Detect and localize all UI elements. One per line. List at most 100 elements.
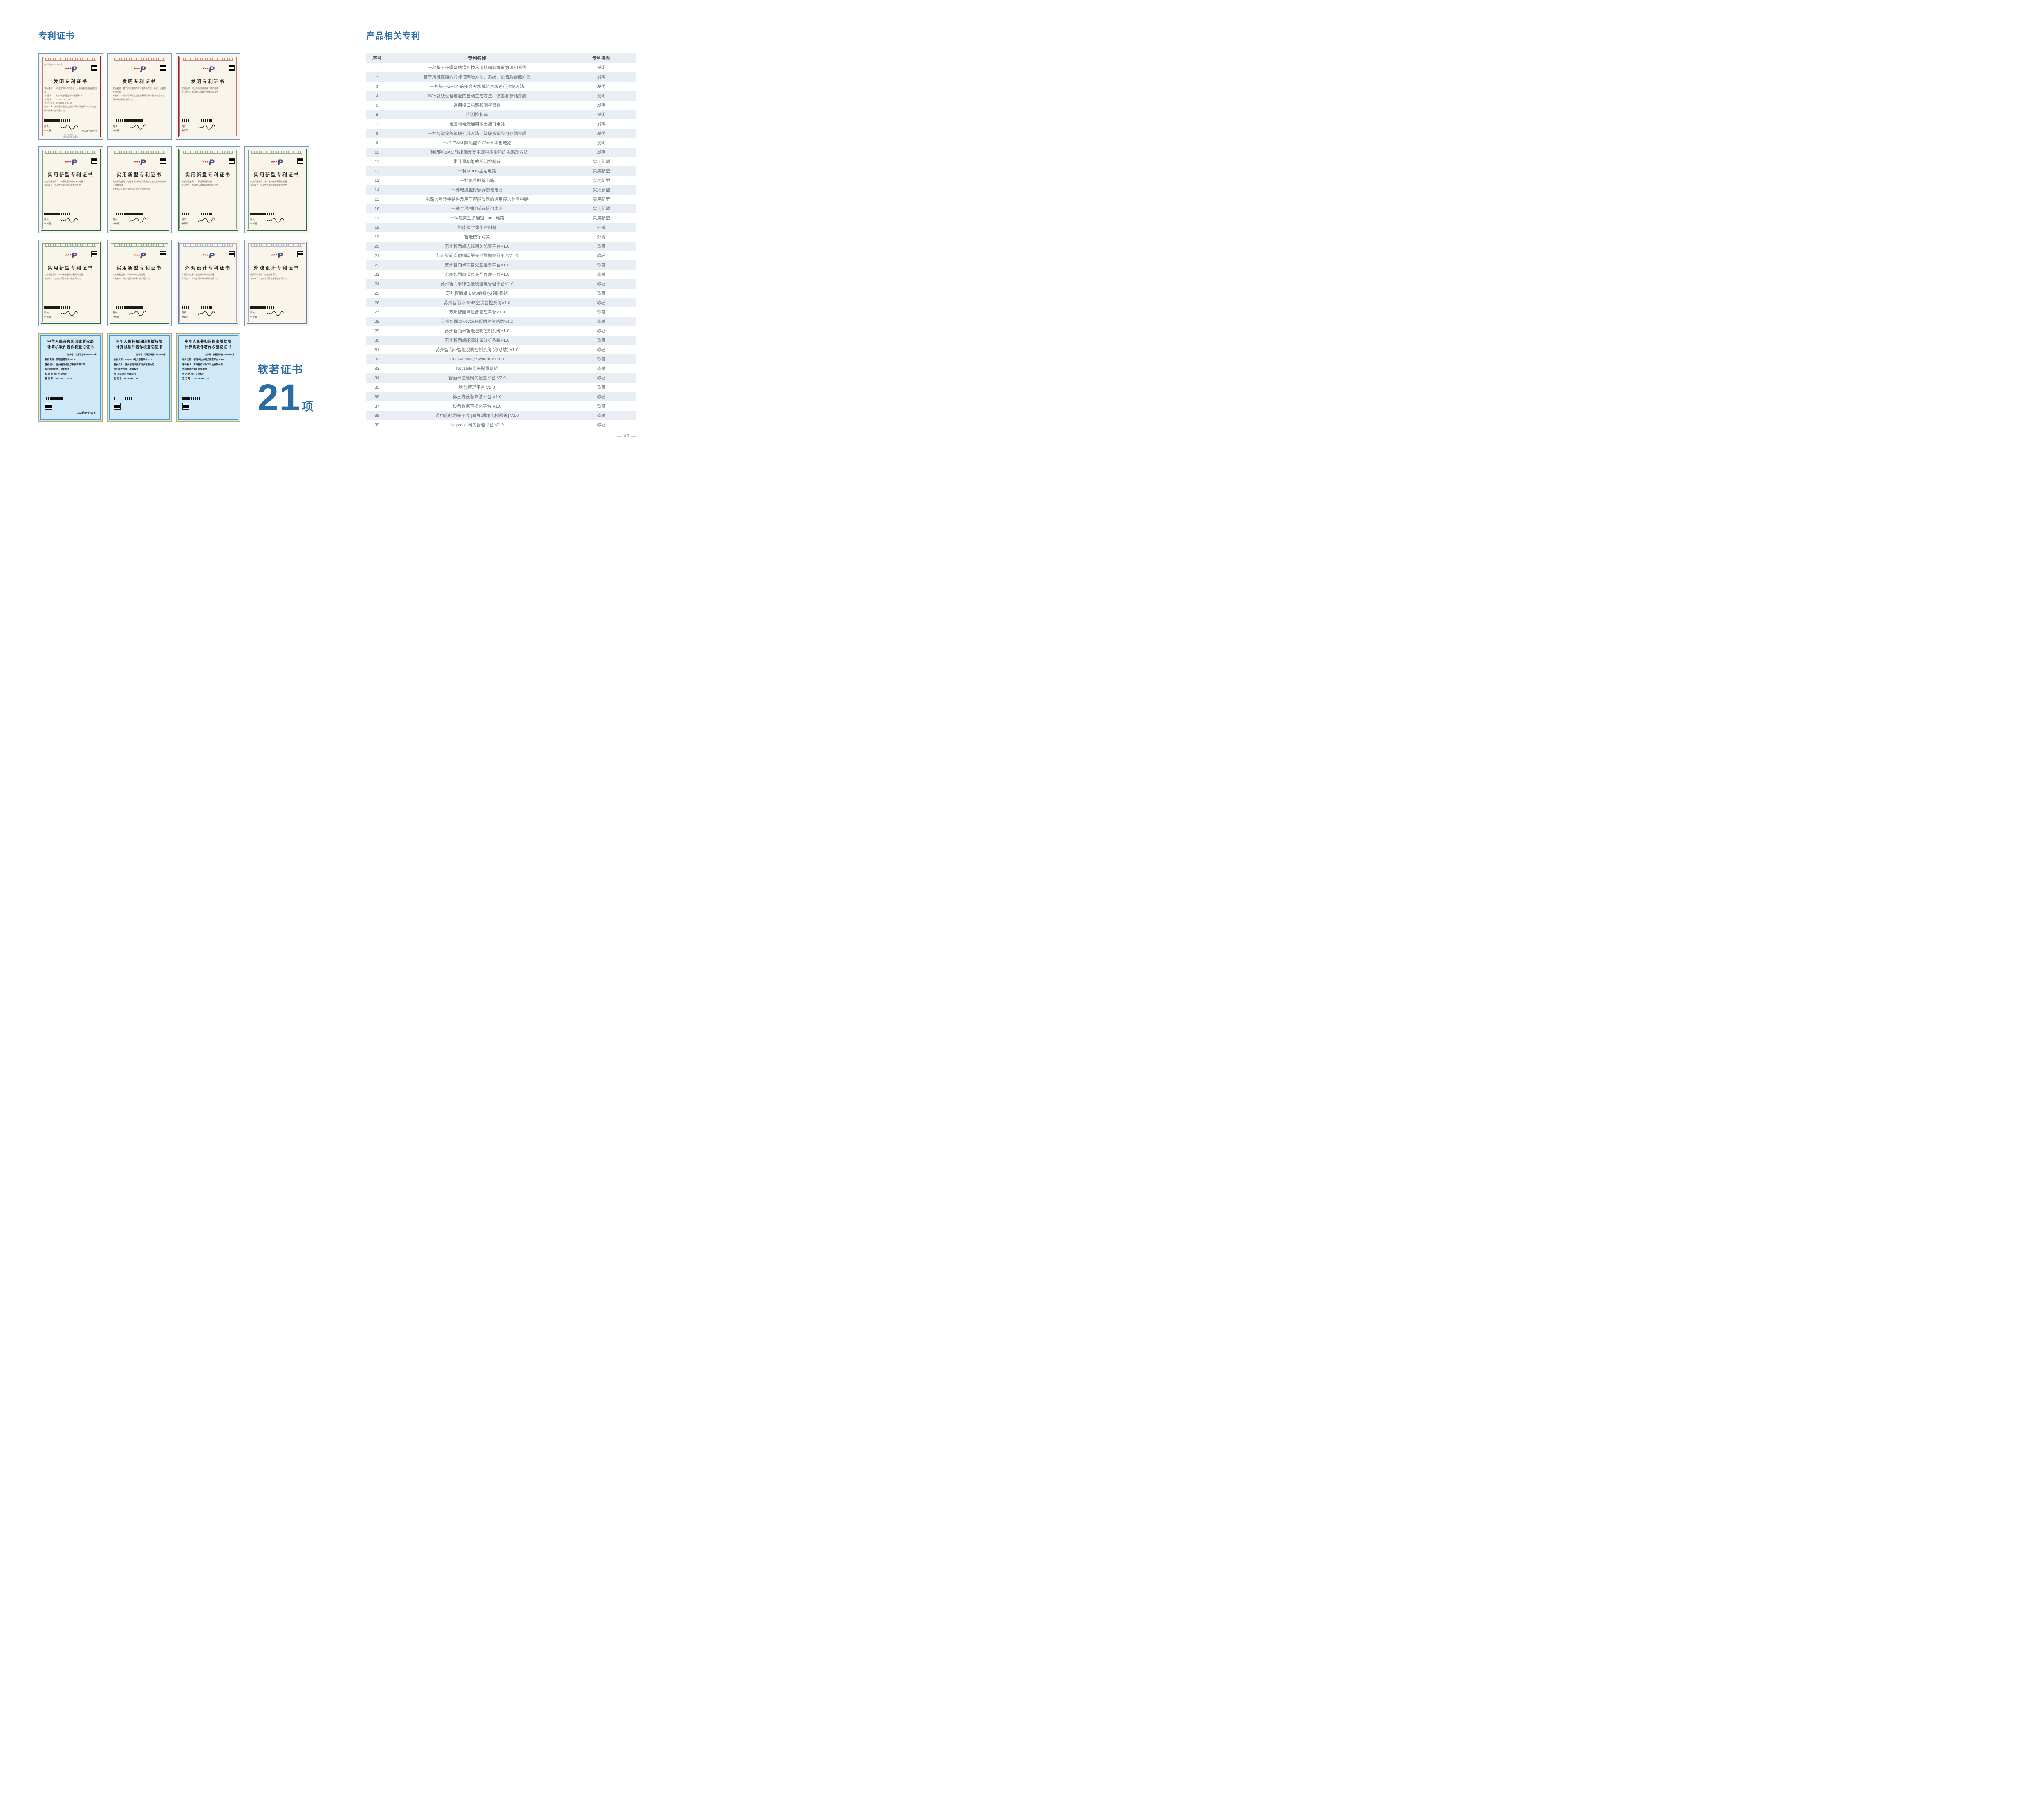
patent-type-cell: 软著: [597, 404, 606, 409]
patent-type-cell: 软著: [597, 357, 606, 362]
certificate-ornament-band: [183, 151, 233, 154]
patent-index-cell: 2: [376, 74, 378, 80]
barcode-icon: [44, 119, 74, 122]
table-row: 37 设备数据可视化平台 V1.0 软著: [366, 401, 636, 411]
patent-type-cell: 软著: [597, 338, 606, 343]
cnipa-logo-icon: ★★★P: [133, 65, 146, 74]
patent-type-cell: 发明: [597, 103, 606, 108]
patent-index-cell: 25: [374, 291, 379, 296]
signature-mark-icon: [198, 124, 215, 130]
patent-index-cell: 1: [376, 65, 378, 70]
table-row: 9 一种 PWM 隔离型 0-20mA 输出电路 发明: [366, 138, 636, 148]
signer-title: 局长: [250, 312, 255, 315]
certificate-number: 证书号：软著登字第15865015号: [67, 354, 97, 356]
signer-name: 申长雨: [44, 129, 51, 132]
patent-name-cell: 苏州智而卓绿色低碳建筑管理平台V1.0: [440, 282, 514, 287]
table-row: 19 智能楼宇网关 外观: [366, 232, 636, 242]
signer-title: 局长: [182, 312, 186, 315]
patent-type-cell: 外观: [597, 235, 606, 240]
barcode-icon: [250, 213, 280, 215]
certificate-ornament-band: [45, 244, 96, 247]
patent-name-cell: 苏州智而卓边缘网关配置平台V1.0: [444, 244, 510, 249]
cnipa-logo-icon: ★★★P: [271, 252, 283, 260]
certificate-number: 证书号：软著登字第15863449号: [204, 354, 234, 356]
patent-certificate-thumbnail: ★★★P 实用新型专利证书 实用新型名称：带计量功能的照明控制器 专利权人：苏州智…: [244, 146, 309, 233]
patent-type-cell: 软著: [597, 347, 606, 352]
table-row: 23 苏州智而卓项目交互管理平台V1.0 软著: [366, 270, 636, 279]
certificate-fields: 实用新型名称：一种信号解析电路 专利权人：苏州智而卓数字科技有限公司: [182, 181, 219, 187]
barcode-icon: [250, 306, 280, 309]
patent-name-cell: 电压与电流通用输出接口电路: [449, 122, 505, 127]
patent-type-cell: 软著: [597, 282, 606, 287]
barcode-icon: [113, 306, 143, 309]
patent-index-cell: 8: [376, 131, 378, 136]
table-row: 31 苏州智而卓智能照明控制系统 (移动端) V1.0 软著: [366, 345, 636, 354]
certificate-page-footer: 第 1 页 (共 2 页): [64, 134, 78, 136]
patent-type-cell: 实用新型: [593, 169, 610, 174]
patent-type-cell: 实用新型: [593, 178, 610, 183]
cnipa-logo-icon: ★★★P: [65, 159, 77, 167]
patent-type-cell: 发明: [597, 150, 606, 155]
certificate-title: 实用新型专利证书: [48, 172, 94, 177]
certificate-title-line1: 中华人民共和国国家版权局: [184, 339, 231, 343]
signer-title: 局长: [182, 219, 186, 222]
signature-mark-icon: [267, 311, 284, 316]
signer-block: 局长 申长雨: [113, 125, 120, 133]
count-unit: 项: [302, 400, 314, 413]
patent-name-cell: 一种电流型传感器授电电路: [451, 188, 503, 193]
table-row: 13 一种信号解析电路 实用新型: [366, 176, 636, 185]
patent-type-cell: 发明: [597, 141, 606, 146]
product-patents-title: 产品相关专利: [366, 31, 420, 41]
patent-type-cell: 发明: [597, 94, 606, 99]
patent-index-cell: 35: [374, 385, 379, 390]
signer-block: 局长 申长雨: [182, 218, 188, 226]
qr-code-icon: [91, 65, 97, 71]
certificate-title: 中华人民共和国国家版权局 计算机软件著作权登记证书: [181, 338, 235, 350]
patent-name-cell: 苏州智而卓智能照明控制系统 (移动端) V1.0: [435, 347, 519, 352]
patent-type-cell: 实用新型: [593, 188, 610, 193]
patent-name-cell: 苏州智而卓IBMS空调自控系统V1.0: [444, 300, 511, 305]
patent-index-cell: 11: [374, 159, 379, 164]
certificate-ornament-band: [114, 244, 165, 247]
qr-code-icon: [160, 251, 166, 257]
signature-mark-icon: [61, 217, 78, 223]
patent-name-cell: 通用接口电路和测控器件: [453, 103, 501, 108]
barcode-icon: [113, 213, 143, 215]
qr-code-icon: [160, 65, 166, 71]
signature-mark-icon: [61, 311, 78, 316]
patent-index-cell: 27: [374, 309, 379, 315]
barcode-icon: [44, 306, 74, 309]
signer-name: 申长雨: [44, 316, 51, 318]
table-row: 10 一种消除 DAC 输出偏差受电源电压影响的电路及方法 发明: [366, 148, 636, 157]
patent-name-cell: 一种基于多模型的绿色技术选择辅助决策方法和系统: [428, 65, 527, 70]
patent-name-cell: 苏州智而卓IBMS给排水控制系统: [446, 291, 508, 296]
certificate-title: 中华人民共和国国家版权局 计算机软件著作权登记证书: [112, 338, 167, 350]
certificate-date: 2024年01月30日: [82, 130, 97, 133]
qr-code-icon: [229, 65, 235, 71]
patent-index-cell: 12: [374, 168, 379, 174]
certificate-ornament-band: [45, 151, 96, 154]
patent-index-cell: 6: [376, 112, 378, 117]
patent-certificate-thumbnail: ★★★P 实用新型专利证书 实用新型名称：一种MBUS主站电路 专利权人：苏州智而…: [107, 240, 172, 326]
barcode-icon: [113, 119, 143, 122]
certificate-fields: 发明名称：一种基于GRNN的多台冷水机组系统运行控制方法发 明 人：马杰;袁琦;…: [44, 87, 97, 112]
certificate-title: 实用新型专利证书: [185, 172, 231, 177]
patent-index-cell: 3: [376, 84, 378, 89]
signer-name: 申长雨: [113, 316, 120, 318]
patent-type-cell: 发明: [597, 84, 606, 89]
patent-type-cell: 软著: [597, 423, 606, 428]
table-row: 29 苏州智而卓智能照明控制系统V1.0 软著: [366, 326, 636, 336]
certificate-ornament-band: [251, 151, 302, 154]
certificate-title: 发明专利证书: [54, 79, 88, 84]
certificate-title: 发明专利证书: [122, 79, 157, 84]
signer-title: 局长: [44, 219, 49, 222]
signer-block: 局长 申长雨: [113, 218, 120, 226]
table-row: 38 通用能耗网关平台 [简称:通用能耗网关] V2.0 软著: [366, 411, 636, 420]
patent-type-cell: 实用新型: [593, 197, 610, 202]
table-header-cell: 专利名称: [388, 53, 567, 63]
patent-index-cell: 39: [374, 422, 379, 428]
patent-type-cell: 软著: [597, 376, 606, 381]
patent-type-cell: 软著: [597, 385, 606, 390]
patent-type-cell: 实用新型: [593, 216, 610, 221]
cnipa-logo-icon: ★★★P: [202, 252, 214, 260]
